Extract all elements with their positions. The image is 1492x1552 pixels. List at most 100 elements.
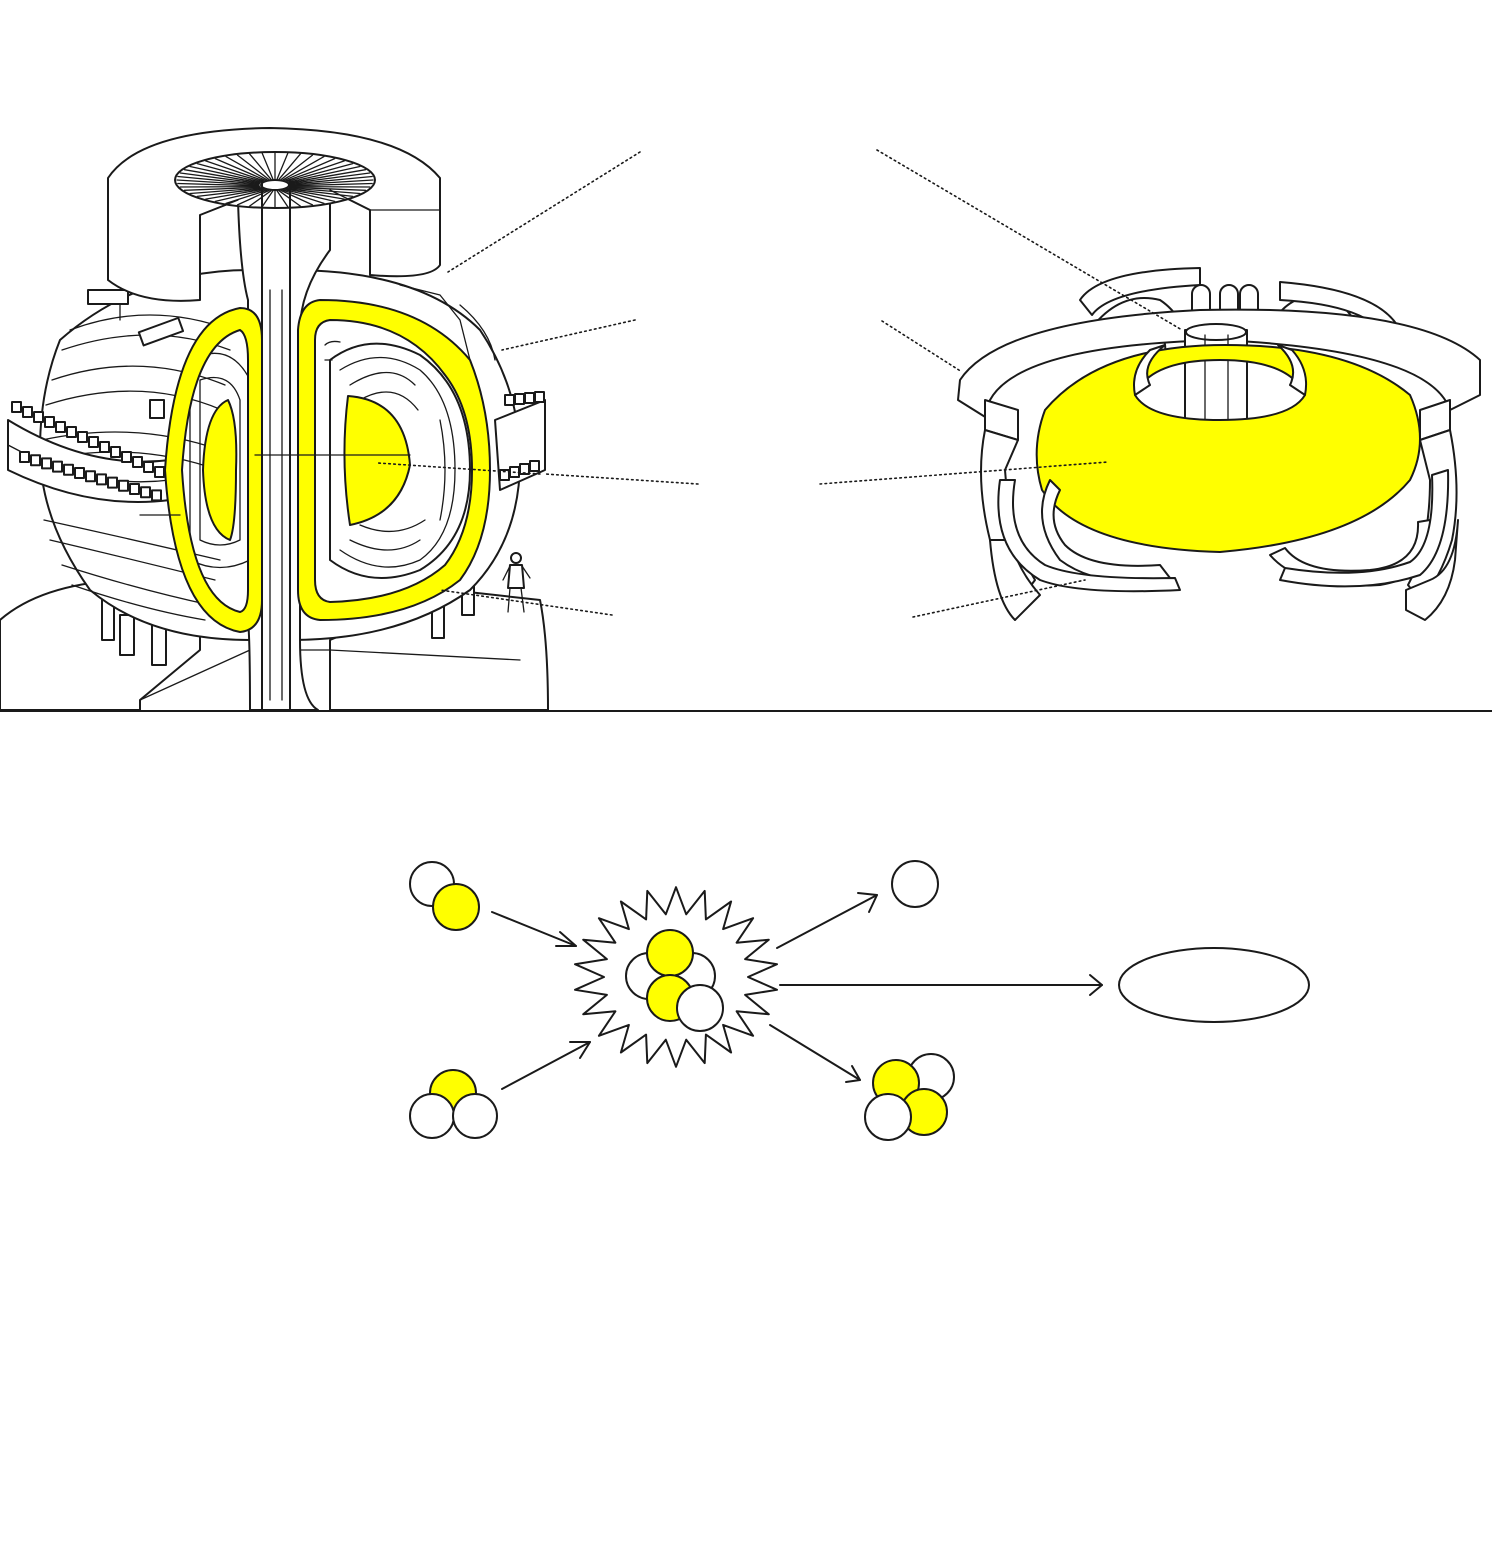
flange-bolt bbox=[143, 461, 154, 473]
deuterium-nucleus bbox=[409, 861, 480, 931]
solenoid-ray bbox=[290, 175, 373, 185]
flange-bolt bbox=[118, 479, 129, 492]
solenoid-ray bbox=[225, 189, 268, 205]
solenoid-ray bbox=[284, 189, 336, 203]
flange-bolt bbox=[504, 394, 515, 406]
solenoid-ray bbox=[285, 160, 345, 182]
flange-bolt bbox=[63, 463, 74, 476]
solenoid-ray bbox=[248, 153, 272, 180]
flange-bolt bbox=[96, 473, 107, 486]
solenoid-ray bbox=[179, 172, 261, 185]
toroidal-field-coil-bands bbox=[41, 289, 231, 621]
toroidal-coils-front bbox=[997, 344, 1450, 593]
product-arrows bbox=[769, 892, 1103, 1083]
flange-bolt bbox=[154, 466, 165, 478]
solenoid-ray bbox=[289, 172, 371, 185]
solenoid-ray bbox=[287, 162, 354, 182]
solenoid-ray bbox=[276, 152, 289, 180]
solenoid-ray bbox=[289, 169, 367, 184]
solenoid-ray bbox=[290, 179, 374, 186]
solenoid-ray bbox=[248, 190, 272, 207]
solenoid-ray bbox=[287, 188, 354, 198]
poloidal-coil-left bbox=[164, 307, 263, 633]
solenoid-ray bbox=[205, 160, 265, 182]
flange-bolt bbox=[19, 451, 30, 463]
flange-bolt bbox=[85, 470, 96, 483]
flange-bolt bbox=[529, 460, 540, 472]
coil-system-diagram bbox=[957, 267, 1481, 621]
flange-bolt bbox=[66, 426, 77, 438]
flange-bolt bbox=[110, 446, 121, 458]
flange-bolt bbox=[514, 393, 525, 405]
solenoid-ray bbox=[289, 186, 367, 191]
human-figure-icon bbox=[502, 552, 531, 613]
tokamak-cutaway bbox=[0, 127, 549, 711]
tritium-nucleus bbox=[409, 1069, 498, 1139]
solenoid-ray bbox=[196, 188, 263, 198]
central-post bbox=[1184, 323, 1248, 421]
solenoid-ray bbox=[189, 187, 262, 195]
compound-nucleus bbox=[625, 929, 724, 1032]
solenoid-ray bbox=[278, 153, 302, 180]
flange-bolt bbox=[41, 457, 52, 470]
solenoid-ray bbox=[282, 155, 325, 181]
solenoid-ray bbox=[290, 182, 373, 187]
central-solenoid bbox=[107, 127, 441, 711]
solenoid-ray bbox=[225, 155, 268, 181]
flange-bolt bbox=[534, 391, 545, 403]
solenoid-ray bbox=[261, 152, 274, 180]
solenoid-ray bbox=[177, 182, 260, 187]
solenoid-ray bbox=[196, 162, 263, 182]
solenoid-ray bbox=[284, 157, 336, 181]
leader-lines-right bbox=[819, 149, 1183, 618]
solenoid-ray bbox=[280, 189, 314, 206]
poloidal-coil-right bbox=[297, 299, 491, 621]
poloidal-ring bbox=[957, 308, 1481, 441]
flange-bolt bbox=[30, 454, 41, 467]
neutron-particle bbox=[676, 984, 724, 1032]
interior-details bbox=[139, 284, 496, 516]
solenoid-ray bbox=[285, 188, 345, 200]
plasma-left-section bbox=[202, 399, 238, 541]
helium-nucleus bbox=[864, 1053, 955, 1141]
flange-bolt bbox=[132, 456, 143, 468]
flange-bolt bbox=[44, 416, 55, 428]
reactant-arrows bbox=[491, 911, 591, 1090]
flange-bolt bbox=[74, 467, 85, 479]
solenoid-ray bbox=[205, 188, 265, 200]
neutron-particle bbox=[452, 1093, 498, 1139]
flange-bolt bbox=[129, 483, 140, 495]
solenoid-ray bbox=[176, 179, 260, 186]
leader-lines-left bbox=[377, 151, 699, 616]
solenoid-ray bbox=[214, 189, 266, 203]
plasma-torus bbox=[1035, 344, 1421, 553]
solenoid-ray bbox=[177, 175, 260, 185]
solenoid-ray bbox=[236, 189, 270, 206]
flange-bolt bbox=[55, 421, 66, 433]
support-legs bbox=[101, 584, 475, 666]
solenoid-ray bbox=[280, 154, 314, 181]
flange-bolt bbox=[151, 489, 162, 502]
flange-bolt bbox=[140, 486, 151, 499]
flange-bolt bbox=[99, 441, 110, 453]
flange-bolt bbox=[52, 460, 63, 473]
solenoid-ray bbox=[214, 157, 266, 181]
proton-particle bbox=[646, 929, 694, 977]
solenoid-ray bbox=[189, 165, 262, 183]
solenoid-ray bbox=[288, 187, 361, 195]
energy-output-ellipse bbox=[1118, 947, 1310, 1023]
flange-bolt bbox=[524, 392, 535, 404]
flange-bolt bbox=[22, 406, 33, 418]
solenoid-ray bbox=[183, 169, 261, 184]
flange-bolt bbox=[107, 476, 118, 489]
flange-bolt bbox=[77, 431, 88, 443]
fusion-reaction-diagram bbox=[409, 860, 1310, 1141]
solenoid-ray bbox=[261, 190, 274, 208]
proton-particle bbox=[432, 883, 480, 931]
flange-bolt bbox=[11, 401, 22, 413]
neutron-product bbox=[891, 860, 939, 908]
solenoid-ray bbox=[288, 165, 361, 183]
neutron-particle bbox=[409, 1093, 455, 1139]
neutron-particle bbox=[864, 1093, 912, 1141]
